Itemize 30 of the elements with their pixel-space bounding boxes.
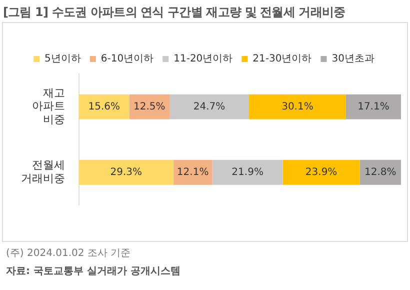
bar (346, 94, 401, 120)
y-tick-label: 재고 아파트 비중 (32, 86, 65, 126)
legend-label: 5년이하 (44, 54, 81, 65)
text: 자료: 국토교통부 실거래가 공개시스템 (6, 265, 182, 278)
data-label: 29.3% (110, 166, 142, 178)
data-label: 24.7% (193, 101, 226, 112)
data-label: 17.1% (358, 101, 390, 112)
legend-label: 30년초과 (332, 54, 374, 65)
y-tick-label: 전월세 거래비중 (21, 158, 65, 185)
chart-title: [그림 1] 수도권 아파트의 연식 구간별 재고량 및 전월세 거래비중 (2, 4, 346, 21)
data-label: 12.1% (176, 166, 209, 178)
data-label: 12.5% (133, 101, 166, 112)
bar (173, 160, 212, 185)
bar (249, 94, 346, 120)
legend-label: 11-20년이하 (174, 54, 233, 65)
data-label: 30.1% (282, 101, 314, 112)
data-label: 15.6% (88, 101, 120, 112)
bar (212, 160, 283, 185)
bar (129, 94, 170, 120)
data-label: 23.9% (305, 166, 338, 178)
bar (169, 94, 250, 120)
bar (79, 160, 174, 185)
text: (주) 2024.01.02 조사 기준 (6, 247, 132, 260)
legend-label: 21-30년이하 (252, 54, 312, 65)
data-label: 21.9% (232, 166, 264, 178)
bar (79, 94, 130, 120)
bar (282, 160, 360, 185)
data-label: 12.8% (364, 166, 396, 178)
legend-label: 6-10년이하 (100, 54, 154, 65)
bar (360, 160, 401, 185)
